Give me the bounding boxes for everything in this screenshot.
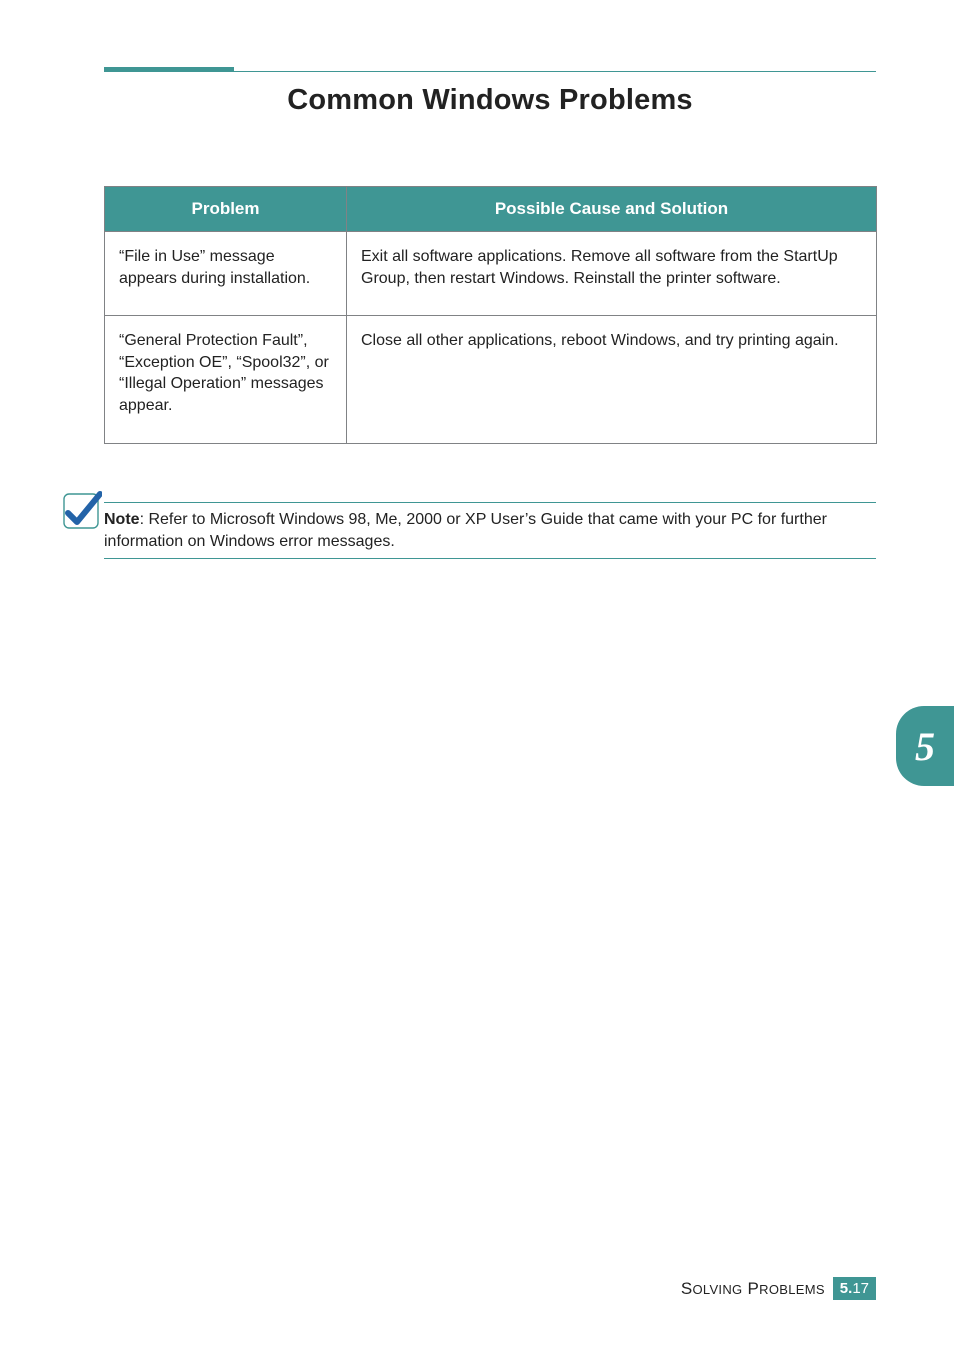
footer-page-number: 17	[852, 1280, 869, 1297]
col-header-solution: Possible Cause and Solution	[347, 187, 877, 232]
table-header-row: Problem Possible Cause and Solution	[105, 187, 877, 232]
chapter-tab: 5	[896, 706, 954, 786]
problems-table: Problem Possible Cause and Solution “Fil…	[104, 186, 877, 444]
note-label: Note	[104, 511, 140, 528]
note-block: Note: Refer to Microsoft Windows 98, Me,…	[104, 502, 876, 559]
footer-cap: S	[681, 1279, 693, 1298]
top-rule-thick	[104, 67, 234, 71]
page-footer: SOLVING PROBLEMS 5.17	[681, 1277, 876, 1300]
note-rule-bottom	[104, 558, 876, 559]
cell-problem: “General Protection Fault”, “Exception O…	[105, 316, 347, 443]
note-text: Note: Refer to Microsoft Windows 98, Me,…	[104, 503, 876, 558]
top-rule-thin	[104, 71, 876, 72]
cell-solution: Close all other applications, reboot Win…	[347, 316, 877, 443]
top-rule	[104, 68, 876, 72]
footer-chapter: 5.	[840, 1280, 853, 1297]
footer-page-badge: 5.17	[833, 1277, 876, 1300]
cell-solution: Exit all software applications. Remove a…	[347, 232, 877, 316]
footer-sm: OLVING	[692, 1282, 742, 1297]
note-icon	[60, 490, 102, 532]
page-title: Common Windows Problems	[104, 84, 876, 117]
note-body: : Refer to Microsoft Windows 98, Me, 200…	[104, 511, 827, 550]
table-row: “General Protection Fault”, “Exception O…	[105, 316, 877, 443]
table-row: “File in Use” message appears during ins…	[105, 232, 877, 316]
footer-cap: P	[742, 1279, 759, 1298]
footer-section-label: SOLVING PROBLEMS	[681, 1279, 825, 1299]
footer-sm: ROBLEMS	[759, 1282, 825, 1297]
cell-problem: “File in Use” message appears during ins…	[105, 232, 347, 316]
col-header-problem: Problem	[105, 187, 347, 232]
